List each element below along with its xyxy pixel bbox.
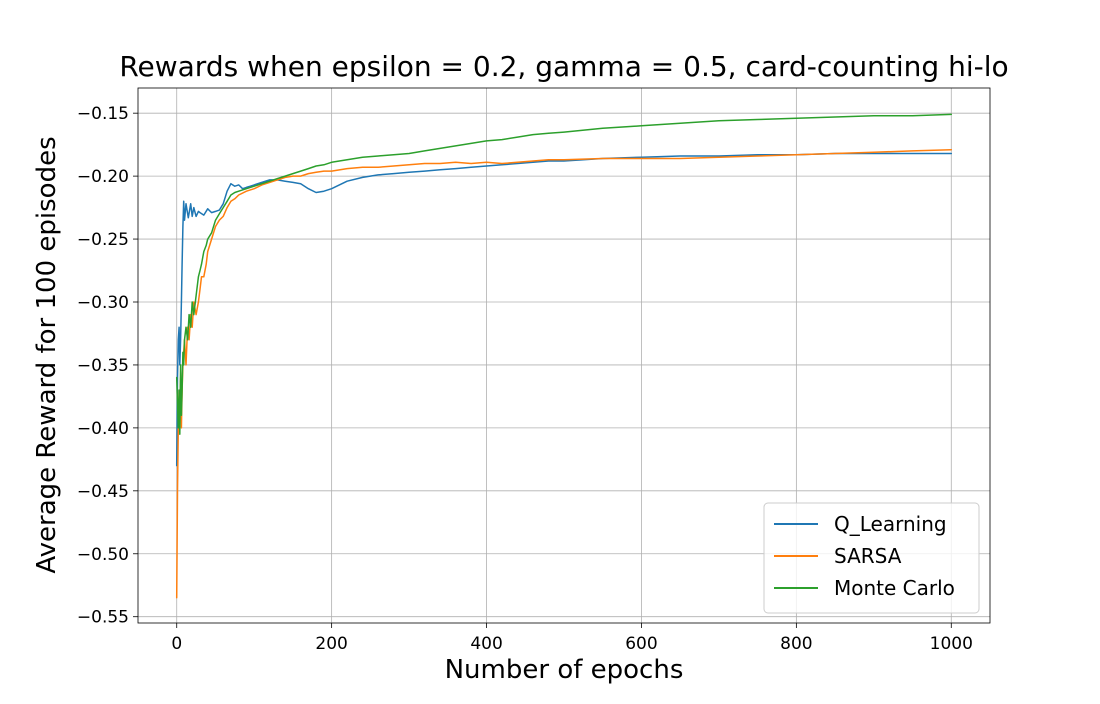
x-tick-label: 600	[625, 634, 657, 654]
legend-label-q-learning: Q_Learning	[834, 512, 947, 536]
axes-frame	[137, 87, 991, 624]
y-tick-label: −0.30	[77, 293, 129, 313]
x-tick-label: 0	[171, 634, 182, 654]
x-tick-label: 1000	[930, 634, 973, 654]
y-axis-label: Average Reward for 100 episodes	[32, 136, 62, 573]
y-tick-label: −0.55	[77, 608, 129, 628]
chart-title: Rewards when epsilon = 0.2, gamma = 0.5,…	[119, 50, 1008, 83]
series-line-monte-carlo	[175, 113, 953, 435]
y-tick-label: −0.35	[77, 356, 129, 376]
y-tick-label: −0.15	[77, 104, 129, 124]
series-layer	[175, 113, 953, 599]
y-tick-label: −0.20	[77, 167, 129, 187]
grid-layer	[138, 88, 990, 623]
y-tick-label: −0.45	[77, 482, 129, 502]
legend-label-monte-carlo: Monte Carlo	[834, 576, 955, 600]
x-tick-label: 800	[780, 634, 812, 654]
x-tick-label: 200	[315, 634, 347, 654]
x-tick-label: 400	[470, 634, 502, 654]
y-tick-label: −0.40	[77, 419, 129, 439]
series-line-q-learning	[175, 152, 953, 467]
y-tick-label: −0.50	[77, 545, 129, 565]
series-line-sarsa	[175, 148, 953, 599]
y-tick-label: −0.25	[77, 230, 129, 250]
legend: Q_Learning SARSA Monte Carlo	[763, 502, 980, 614]
y-axis: −0.55 −0.50 −0.45 −0.40 −0.35 −0.30 −0.25 −0.20…	[77, 104, 138, 628]
legend-box	[763, 502, 980, 614]
x-axis-label: Number of epochs	[445, 655, 684, 685]
x-axis: 0 200 400 600 800 1000	[171, 623, 973, 654]
legend-label-sarsa: SARSA	[834, 544, 902, 568]
